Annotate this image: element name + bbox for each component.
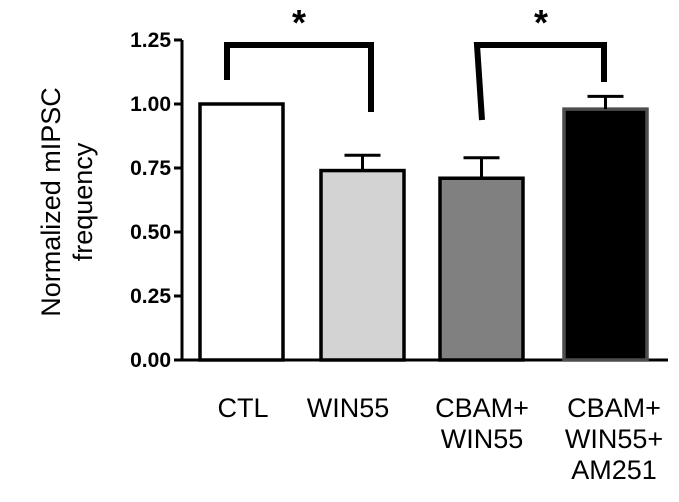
y-tick-label: 1.25 xyxy=(130,29,171,52)
bars xyxy=(198,102,649,362)
bar xyxy=(319,168,406,362)
x-tick-label: WIN55 xyxy=(441,424,524,454)
y-axis-title: Normalized mIPSCfrequency xyxy=(36,87,98,317)
bar xyxy=(438,176,525,362)
bar xyxy=(198,102,285,362)
x-tick-label: CTL xyxy=(217,393,268,423)
y-tick-label: 1.00 xyxy=(130,93,171,116)
x-tick-label: CBAM+ xyxy=(435,393,529,423)
error-bars xyxy=(344,94,624,179)
significance-bracket xyxy=(473,42,607,121)
y-axis-title-line: Normalized mIPSC xyxy=(36,87,66,317)
bar xyxy=(562,107,649,362)
x-tick-label: WIN55+ xyxy=(565,424,663,454)
significance-brackets: * * xyxy=(224,2,607,121)
y-tick-label: 0.25 xyxy=(130,285,171,308)
y-tick-label: 0.00 xyxy=(130,349,171,372)
x-tick-label: WIN55 xyxy=(307,393,390,423)
y-tick-label: 0.75 xyxy=(130,157,171,180)
y-axis-title-line: frequency xyxy=(68,142,98,261)
significance-bracket xyxy=(224,42,374,112)
x-tick-label: AM251 xyxy=(571,455,657,485)
x-tick-label: CBAM+ xyxy=(567,393,661,423)
significance-star: * xyxy=(292,2,306,43)
significance-star: * xyxy=(534,2,548,43)
y-tick-label: 0.50 xyxy=(130,221,171,244)
